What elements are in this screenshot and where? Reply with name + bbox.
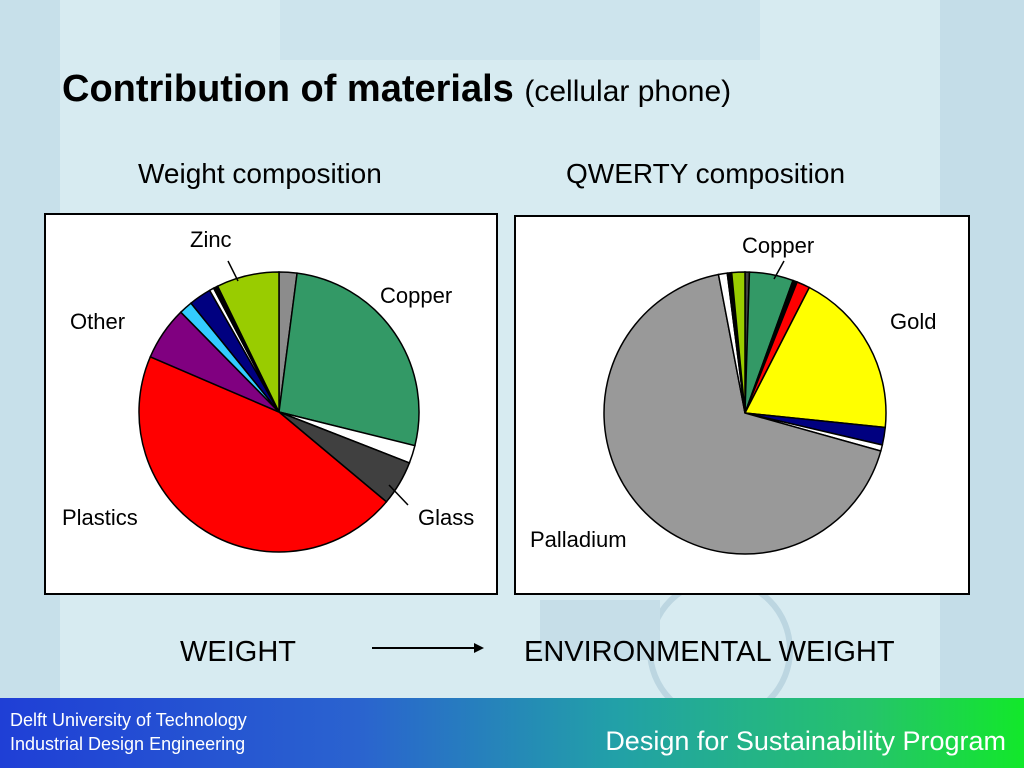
- qwerty-chart-panel: Copper Gold Palladium: [514, 215, 970, 595]
- weight-label: WEIGHT: [180, 636, 296, 668]
- weight-chart-panel: Zinc Copper Glass Plastics Other: [44, 213, 498, 595]
- leader-line: [388, 484, 409, 506]
- pie-slice-copper: [278, 272, 420, 447]
- org-line-university: Delft University of Technology: [10, 710, 247, 730]
- pie-label-zinc: Zinc: [190, 227, 232, 252]
- leader-line: [227, 260, 239, 282]
- chart-title-weight: Weight composition: [138, 158, 382, 189]
- pie-label-plastics: Plastics: [62, 505, 138, 530]
- pie-label-gold: Gold: [890, 309, 937, 334]
- pie-slice-gold: [743, 286, 887, 429]
- pie-label-other: Other: [70, 309, 126, 334]
- leader-line: [773, 260, 785, 280]
- pie-slice-plastics: [138, 355, 388, 553]
- footer-bar: Delft University of Technology Industria…: [0, 698, 1024, 768]
- slide-title-main: Contribution of materials: [62, 68, 514, 110]
- pie-label-copper-qwerty: Copper: [742, 233, 815, 258]
- org-line-faculty: Industrial Design Engineering: [10, 734, 246, 754]
- pie-slice-10: [730, 271, 746, 414]
- program-name: Design for Sustainability Program: [605, 726, 1006, 756]
- pie-label-palladium: Palladium: [530, 527, 627, 552]
- slide-title-sub: (cellular phone): [524, 75, 732, 108]
- chart-title-qwerty: QWERTY composition: [566, 158, 846, 189]
- pie-slice-palladium: [603, 273, 882, 555]
- pie-slice-zinc: [216, 271, 280, 413]
- pie-label-copper: Copper: [380, 283, 453, 308]
- organization-block: Delft University of Technology Industria…: [10, 708, 247, 756]
- weight-pie-chart: [138, 260, 420, 553]
- qwerty-pie-chart: [603, 260, 887, 555]
- arrow-right-icon: [372, 643, 484, 653]
- environmental-weight-label: ENVIRONMENTAL WEIGHT: [524, 636, 895, 668]
- pie-label-glass: Glass: [418, 505, 475, 530]
- slide-title: Contribution of materials (cellular phon…: [62, 68, 731, 111]
